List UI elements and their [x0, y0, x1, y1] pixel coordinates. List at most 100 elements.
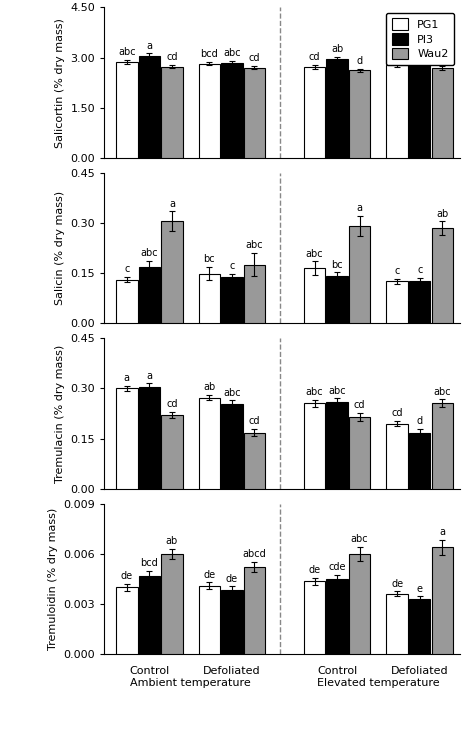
Text: abc: abc [411, 48, 428, 57]
Bar [138, 267, 160, 323]
Text: cd: cd [166, 52, 178, 62]
Text: cd: cd [392, 408, 403, 418]
Text: a: a [169, 198, 175, 209]
Bar [431, 228, 453, 323]
Text: c: c [124, 265, 129, 274]
Bar [221, 63, 243, 158]
Text: Elevated temperature: Elevated temperature [317, 678, 440, 688]
Legend: PG1, PI3, Wau2: PG1, PI3, Wau2 [386, 13, 454, 65]
Bar [349, 417, 370, 489]
Bar [221, 589, 243, 654]
Text: abc: abc [118, 47, 136, 57]
Text: ab: ab [331, 44, 343, 54]
Bar [431, 547, 453, 654]
Text: abc: abc [223, 49, 241, 59]
Text: ab: ab [203, 382, 216, 392]
Text: bc: bc [331, 259, 343, 270]
Bar [244, 432, 265, 489]
Bar [221, 277, 243, 323]
Text: cde: cde [328, 562, 346, 572]
Text: cd: cd [437, 53, 448, 62]
Bar [304, 404, 325, 489]
Bar [138, 576, 160, 654]
Bar [244, 567, 265, 654]
Text: Defoliated: Defoliated [391, 666, 448, 676]
Text: de: de [203, 570, 216, 580]
Bar [161, 67, 182, 158]
Bar [386, 282, 408, 323]
Bar [349, 71, 370, 158]
Y-axis label: Salicin (% dry mass): Salicin (% dry mass) [55, 191, 65, 305]
Text: a: a [146, 370, 152, 381]
Text: abc: abc [306, 248, 323, 259]
Bar [116, 388, 137, 489]
Text: bcd: bcd [388, 51, 406, 60]
Text: abc: abc [306, 387, 323, 398]
Text: c: c [229, 261, 235, 271]
Bar [327, 276, 348, 323]
Bar [327, 60, 348, 158]
Bar [386, 594, 408, 654]
Text: abcd: abcd [243, 550, 266, 559]
Text: cd: cd [249, 53, 260, 63]
Bar [138, 56, 160, 158]
Bar [409, 62, 430, 158]
Text: a: a [439, 527, 445, 537]
Bar [431, 68, 453, 158]
Text: a: a [124, 373, 130, 383]
Y-axis label: Tremuloidin (% dry mass): Tremuloidin (% dry mass) [48, 508, 58, 650]
Text: Control: Control [129, 666, 170, 676]
Text: abc: abc [351, 534, 368, 545]
Text: abc: abc [140, 248, 158, 259]
Text: de: de [391, 578, 403, 589]
Text: bcd: bcd [140, 558, 158, 568]
Bar [199, 398, 220, 489]
Bar [221, 404, 243, 489]
Text: de: de [309, 565, 320, 576]
Bar [304, 67, 325, 158]
Text: cd: cd [354, 400, 365, 410]
Bar [138, 387, 160, 489]
Text: ab: ab [166, 536, 178, 546]
Text: bc: bc [204, 254, 215, 265]
Text: bcd: bcd [201, 49, 219, 59]
Text: d: d [417, 417, 423, 426]
Bar [386, 65, 408, 158]
Text: cd: cd [166, 399, 178, 409]
Bar [304, 268, 325, 323]
Y-axis label: Salicortin (% dry mass): Salicortin (% dry mass) [55, 18, 65, 148]
Text: a: a [356, 203, 363, 213]
Text: a: a [146, 40, 152, 51]
Bar [199, 586, 220, 654]
Bar [349, 554, 370, 654]
Bar [409, 599, 430, 654]
Bar [116, 280, 137, 323]
Text: de: de [226, 574, 238, 584]
Bar [116, 587, 137, 654]
Text: de: de [121, 571, 133, 581]
Text: d: d [356, 56, 363, 66]
Bar [409, 282, 430, 323]
Text: Defoliated: Defoliated [203, 666, 261, 676]
Bar [161, 554, 182, 654]
Text: Ambient temperature: Ambient temperature [130, 678, 251, 688]
Text: e: e [417, 584, 423, 594]
Bar [327, 403, 348, 489]
Bar [431, 404, 453, 489]
Bar [161, 415, 182, 489]
Bar [199, 273, 220, 323]
Bar [116, 62, 137, 158]
Bar [161, 221, 182, 323]
Y-axis label: Tremulacin (% dry mass): Tremulacin (% dry mass) [55, 345, 65, 483]
Text: cd: cd [249, 417, 260, 426]
Bar [327, 579, 348, 654]
Bar [244, 265, 265, 323]
Bar [199, 63, 220, 158]
Text: abc: abc [223, 388, 241, 398]
Bar [244, 68, 265, 158]
Bar [304, 581, 325, 654]
Text: c: c [417, 265, 422, 276]
Bar [409, 432, 430, 489]
Bar [386, 423, 408, 489]
Text: Control: Control [317, 666, 357, 676]
